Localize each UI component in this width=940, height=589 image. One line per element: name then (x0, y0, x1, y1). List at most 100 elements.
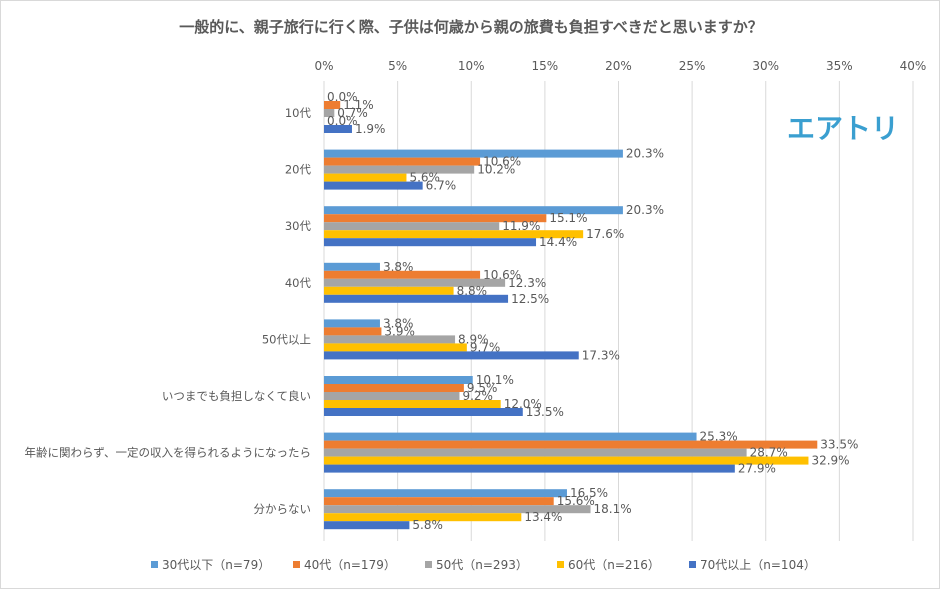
data-label: 9.2% (462, 389, 493, 403)
data-label: 10.6% (483, 155, 521, 169)
data-label: 27.9% (738, 462, 776, 476)
bar (324, 125, 352, 133)
chart-title: 一般的に、親子旅行に行く際、子供は何歳から親の旅費も負担すべきだと思いますか？ (179, 18, 763, 36)
category-label: 分からない (254, 502, 312, 516)
data-label: 3.8% (383, 316, 414, 330)
data-label: 13.5% (526, 405, 564, 419)
bar (324, 214, 547, 223)
legend-entry: 70代以上（n=104） (700, 558, 816, 572)
bar (324, 101, 341, 109)
data-label: 1.9% (355, 122, 386, 136)
legend-entry: 40代（n=179） (304, 558, 396, 572)
bar (324, 238, 537, 247)
data-label: 17.3% (582, 348, 620, 362)
bar (324, 505, 591, 514)
bar (324, 181, 423, 190)
bar (324, 376, 473, 384)
data-label: 28.7% (750, 446, 788, 460)
bar (324, 278, 506, 287)
data-label: 18.1% (594, 502, 632, 516)
data-label: 9.7% (470, 340, 501, 354)
bar (324, 497, 554, 506)
data-label: 0.7% (337, 106, 368, 120)
bar (324, 206, 623, 215)
legend-swatch (557, 561, 564, 568)
bar (324, 270, 481, 279)
bar (324, 262, 380, 271)
bar (324, 149, 623, 158)
legend-swatch (425, 561, 432, 568)
x-tick-label: 0% (314, 59, 333, 73)
data-label: 3.9% (384, 324, 415, 338)
bar (324, 222, 500, 231)
data-label: 12.3% (508, 276, 546, 290)
data-label: 8.8% (457, 284, 488, 298)
category-label: 50代以上 (262, 332, 311, 346)
data-label: 11.9% (502, 219, 540, 233)
category-label: 20代 (285, 163, 312, 177)
bar (324, 335, 456, 344)
bar (324, 351, 579, 360)
bar (324, 392, 460, 400)
x-tick-label: 40% (900, 59, 927, 73)
bar (324, 319, 380, 328)
data-label: 5.6% (409, 171, 440, 185)
x-tick-label: 35% (826, 59, 853, 73)
category-label: 10代 (285, 106, 312, 120)
data-label: 13.4% (524, 510, 562, 524)
legend-swatch (293, 561, 300, 568)
bar (324, 157, 481, 166)
data-label: 33.5% (820, 438, 858, 452)
bar (324, 432, 697, 441)
bar (324, 408, 523, 416)
legend-swatch (689, 561, 696, 568)
data-label: 15.6% (557, 494, 595, 508)
bar (324, 489, 567, 498)
legend-swatch (151, 561, 158, 568)
legend-entry: 50代（n=293） (436, 558, 528, 572)
data-label: 25.3% (700, 430, 738, 444)
data-label: 16.5% (570, 486, 608, 500)
category-label: いつまでも負担しなくて良い (162, 389, 311, 403)
bar (324, 294, 509, 303)
bar (324, 173, 407, 182)
data-label: 32.9% (811, 454, 849, 468)
category-label: 年齢に関わらず、一定の収入を得られるようになったら (25, 446, 311, 460)
legend-entry: 60代（n=216） (568, 558, 660, 572)
bar (324, 327, 382, 336)
category-label: 30代 (285, 219, 312, 233)
legend-entry: 30代以下（n=79） (162, 558, 270, 572)
data-label: 12.0% (504, 397, 542, 411)
bar (324, 456, 809, 465)
data-label: 10.6% (483, 268, 521, 282)
bar (324, 109, 335, 117)
bar (324, 400, 501, 408)
data-label: 6.7% (426, 179, 457, 193)
bar (324, 230, 584, 239)
x-tick-label: 5% (388, 59, 407, 73)
x-tick-label: 10% (458, 59, 485, 73)
data-label: 0.0% (327, 90, 358, 104)
logo: エアトリ (787, 112, 899, 145)
bar (324, 343, 467, 352)
bar (324, 384, 464, 392)
data-label: 10.2% (477, 163, 515, 177)
bar (324, 448, 747, 457)
data-label: 20.3% (626, 147, 664, 161)
x-tick-label: 25% (679, 59, 706, 73)
data-label: 3.8% (383, 260, 414, 274)
data-label: 5.8% (412, 518, 443, 532)
data-label: 0.0% (327, 114, 358, 128)
bar (324, 440, 818, 449)
data-label: 8.9% (458, 332, 489, 346)
category-label: 40代 (285, 276, 312, 290)
data-label: 15.1% (549, 211, 587, 225)
bar (324, 165, 475, 174)
data-label: 17.6% (586, 227, 624, 241)
x-tick-label: 15% (532, 59, 559, 73)
data-label: 14.4% (539, 235, 577, 249)
data-label: 12.5% (511, 292, 549, 306)
data-label: 10.1% (476, 373, 514, 387)
